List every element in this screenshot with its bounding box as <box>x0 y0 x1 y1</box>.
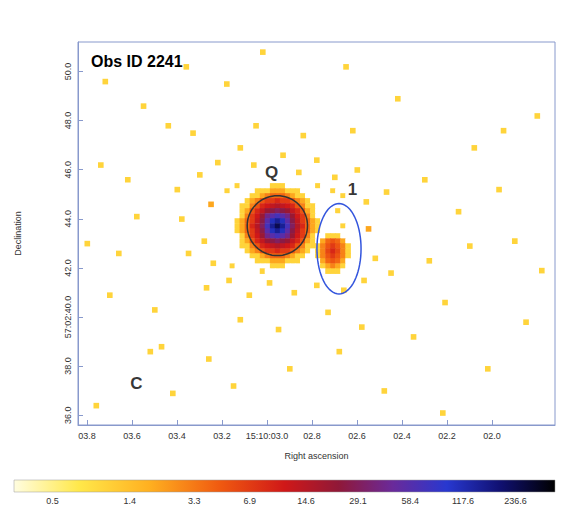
svg-text:03.4: 03.4 <box>168 431 186 441</box>
svg-text:57:02:40.0: 57:02:40.0 <box>63 296 73 339</box>
svg-text:46.0: 46.0 <box>63 161 73 179</box>
svg-text:1.4: 1.4 <box>124 496 137 506</box>
svg-text:42.0: 42.0 <box>63 259 73 277</box>
svg-text:44.0: 44.0 <box>63 210 73 228</box>
svg-text:48.0: 48.0 <box>63 112 73 130</box>
svg-text:1: 1 <box>348 180 357 199</box>
svg-text:03.8: 03.8 <box>78 431 96 441</box>
svg-text:Obs ID 2241: Obs ID 2241 <box>91 53 183 70</box>
svg-text:15:10:03.0: 15:10:03.0 <box>246 431 289 441</box>
svg-text:C: C <box>130 374 142 393</box>
svg-text:38.0: 38.0 <box>63 357 73 375</box>
svg-text:02.8: 02.8 <box>303 431 321 441</box>
svg-text:50.0: 50.0 <box>63 63 73 81</box>
svg-text:0.5: 0.5 <box>46 496 59 506</box>
svg-text:Right ascension: Right ascension <box>284 451 348 461</box>
svg-text:Q: Q <box>265 163 278 182</box>
svg-text:02.2: 02.2 <box>438 431 456 441</box>
svg-text:6.9: 6.9 <box>243 496 256 506</box>
svg-text:03.6: 03.6 <box>123 431 141 441</box>
svg-text:29.1: 29.1 <box>349 496 367 506</box>
svg-text:117.6: 117.6 <box>452 496 474 506</box>
svg-text:02.6: 02.6 <box>348 431 366 441</box>
svg-text:14.6: 14.6 <box>297 496 315 506</box>
svg-text:Declination: Declination <box>13 211 23 256</box>
svg-text:58.4: 58.4 <box>402 496 420 506</box>
svg-text:236.6: 236.6 <box>504 496 527 506</box>
svg-text:02.4: 02.4 <box>393 431 411 441</box>
svg-text:02.0: 02.0 <box>483 431 501 441</box>
svg-text:3.3: 3.3 <box>188 496 201 506</box>
svg-text:03.2: 03.2 <box>213 431 231 441</box>
svg-text:36.0: 36.0 <box>63 406 73 424</box>
